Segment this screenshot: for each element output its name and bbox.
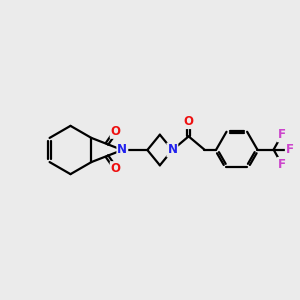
Text: O: O [111,125,121,138]
Text: O: O [111,162,121,175]
Text: N: N [117,143,127,157]
Text: F: F [278,128,286,141]
Text: O: O [184,115,194,128]
Text: F: F [286,143,294,156]
Text: N: N [167,143,177,157]
Text: F: F [278,158,286,171]
